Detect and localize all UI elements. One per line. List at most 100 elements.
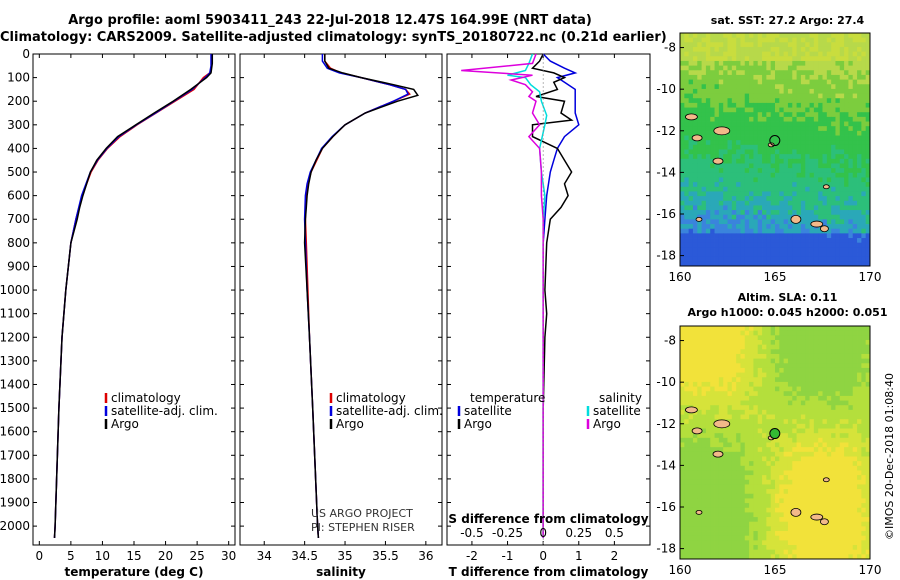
map-cell [727,377,733,383]
map-cell [749,121,754,127]
map-cell [792,130,797,136]
map-cell [839,33,845,39]
map-cell [710,214,715,220]
map-cell [822,210,828,216]
y-tick-label: 1800 [0,472,30,486]
map-cell [723,456,728,462]
map-cell [809,93,815,99]
map-cell [831,154,836,160]
map-cell [775,465,780,471]
map-cell [688,549,694,555]
map-cell [692,70,698,76]
map-cell [701,465,707,471]
map-cell [697,335,702,341]
map-cell [839,512,845,518]
map-cell [779,107,785,113]
map-cell [800,205,806,211]
map-cell [766,377,772,383]
map-cell [792,74,797,80]
map-cell [783,456,789,462]
map-cell [710,84,715,90]
map-cell [813,456,819,462]
map-cell [818,74,823,80]
map-cell [714,46,720,53]
map-cell [753,247,759,253]
map-cell [684,200,690,206]
map-cell [718,60,724,67]
map-cell [775,74,780,80]
map-cell [787,33,793,39]
map-cell [684,205,690,211]
map-cell [727,116,733,122]
map-cell [792,479,797,485]
map-cell [688,205,694,211]
map-cell [770,219,776,225]
map-cell [865,437,871,443]
map-cell [718,512,724,518]
map-cell [692,42,698,48]
map-cell [692,442,698,448]
x-tick-label: 0 [539,549,547,563]
map-cell [835,93,841,99]
map-cell [818,172,823,178]
map-cell [757,423,763,429]
map-cell [792,451,797,457]
map-cell [736,163,741,169]
map-cell [775,409,780,415]
map-cell [714,531,720,537]
map-cell [718,358,724,364]
map-cell [865,224,871,230]
map-cell [852,46,858,53]
map-cell [813,60,819,67]
map-cell [744,419,750,425]
map-cell [684,512,690,518]
map-cell [826,456,832,462]
map-cell [783,498,789,504]
map-cell [848,33,854,39]
map-cell [710,512,715,518]
map-cell [787,177,793,183]
map-cell [692,353,698,360]
map-cell [796,163,802,169]
map-cell [805,521,810,527]
map-cell [848,447,854,453]
map-cell [844,540,849,546]
map-cell [714,116,720,122]
map-cell [697,182,702,188]
map-cell [727,177,733,183]
map-cell [848,214,854,220]
map-cell [805,186,810,192]
map-cell [727,256,733,262]
map-cell [749,381,754,387]
map-cell [848,224,854,230]
map-cell [718,349,724,355]
map-cell [844,42,849,48]
map-cell [809,84,815,90]
map-cell [684,526,690,532]
map-cell [770,549,776,555]
map-cell [701,144,707,150]
map-cell [770,37,776,43]
map-cell [736,135,741,141]
map-cell [688,163,694,169]
map-cell [688,56,694,62]
map-cell [749,405,754,411]
map-cell [835,154,841,160]
map-cell [697,521,702,527]
map-cell [680,386,685,392]
map-cell [740,126,746,132]
map-cell [727,172,733,178]
map-cell [787,493,793,499]
map-cell [822,98,828,104]
map-cell [831,140,836,146]
x-tick-label: 34 [257,549,272,563]
map-cell [796,489,802,495]
map-cell [740,219,746,225]
map-cell [783,107,789,113]
map-cell [822,330,828,336]
map-cell [865,247,871,253]
map-cell [844,344,849,350]
map-cell [857,419,862,425]
map-cell [757,238,763,244]
map-cell [705,526,711,532]
